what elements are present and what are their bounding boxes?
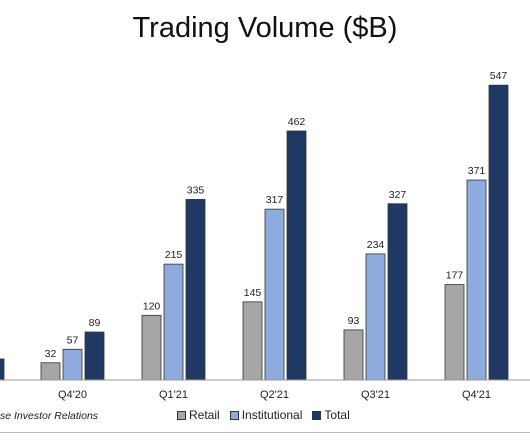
data-label-institutional-q2-21: 317 [266, 194, 284, 206]
data-label-retail-q4-21: 177 [446, 270, 464, 282]
bar-retail-q2-21 [242, 301, 263, 381]
x-tick-label-q4-21: Q4'21 [462, 389, 491, 401]
bar-total-q4-20 [84, 331, 105, 381]
data-label-total-q1-21: 335 [187, 184, 205, 196]
legend-swatch-institutional [229, 410, 239, 420]
legend-swatch-total [312, 410, 322, 420]
data-label-retail-q4-20: 32 [45, 348, 57, 360]
bar-retail-q3-21 [343, 329, 364, 381]
data-label-retail-q3-21: 93 [348, 315, 360, 327]
x-tick-label-q4-20: Q4'20 [58, 389, 87, 401]
ticks-layer: Q4'20 Q1'21 Q2'21 Q3'21 Q4'21 [58, 389, 491, 401]
legend-item-retail: Retail [177, 408, 220, 422]
data-label-total-q4-21: 547 [490, 70, 508, 82]
legend-label-retail: Retail [189, 408, 220, 422]
bar-total-q2-21 [286, 130, 307, 381]
legend: Retail Institutional Total [177, 408, 360, 422]
bar-institutional-q2-21 [264, 208, 285, 381]
bar-institutional-q4-20 [62, 348, 83, 381]
bar-institutional-q3-21 [365, 253, 386, 381]
bar-total-q3-21 [387, 203, 408, 381]
data-label-total-q4-20: 89 [89, 317, 101, 329]
bar-retail-q4-20 [40, 362, 61, 381]
bars-layer [0, 84, 509, 381]
bottom-rule [0, 432, 530, 433]
source-note: se Investor Relations [0, 410, 99, 422]
bar-retail-q4-21 [444, 284, 465, 381]
data-label-institutional-q4-21: 371 [468, 165, 486, 177]
legend-label-total: Total [324, 408, 350, 422]
legend-item-institutional: Institutional [229, 408, 303, 422]
bar-total-q4-21 [488, 84, 509, 381]
data-label-institutional-q3-21: 234 [367, 239, 385, 251]
data-label-retail-q1-21: 120 [143, 300, 161, 312]
legend-swatch-retail [177, 410, 186, 420]
data-label-institutional-q4-20: 57 [67, 334, 79, 346]
x-tick-label-q3-21: Q3'21 [361, 389, 390, 401]
bar-institutional-q4-21 [466, 179, 487, 381]
legend-item-total: Total [312, 408, 350, 422]
data-label-institutional-q1-21: 215 [165, 249, 183, 261]
data-label-total-q2-21: 462 [288, 116, 306, 128]
bar-institutional-q1-21 [163, 263, 184, 381]
chart-title: Trading Volume ($B) [132, 12, 398, 44]
legend-label-institutional: Institutional [241, 408, 303, 422]
partial-previous-total-bar [0, 358, 5, 381]
data-label-total-q3-21: 327 [389, 189, 407, 201]
labels-layer: 32 57 89 120 215 335 145 317 462 93 234 327 177 371 54… [45, 70, 508, 360]
bar-retail-q1-21 [141, 314, 162, 381]
bar-total-q1-21 [185, 199, 206, 381]
data-label-retail-q2-21: 145 [244, 287, 262, 299]
x-tick-label-q2-21: Q2'21 [260, 389, 289, 401]
x-tick-label-q1-21: Q1'21 [159, 389, 188, 401]
